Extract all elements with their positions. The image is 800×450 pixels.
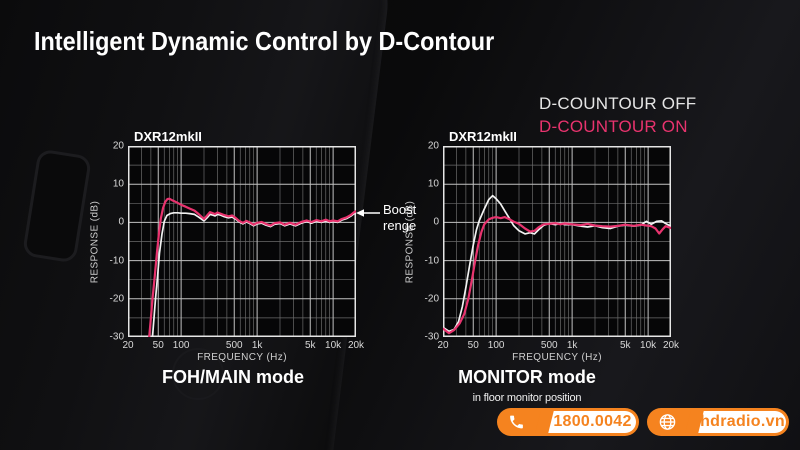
tick-y-label: 0 [433,216,439,228]
tick-x-label: 500 [540,340,558,351]
legend: D-COUNTOUR OFF D-COUNTOUR ON [539,92,696,138]
monitor-mode-subtitle: in floor monitor position [472,392,582,404]
tick-x-label: 50 [467,340,479,351]
tick-y-label: 20 [427,140,439,152]
tick-y-label: 10 [427,178,439,190]
boost-range-text: Boost renge [383,202,417,233]
chart-device-label: DXR12mkII [449,129,517,144]
tick-x-label: 10k [325,340,342,351]
chart-device-label: DXR12mkII [134,129,202,144]
page-title: Intelligent Dynamic Control by D-Contour [34,26,495,56]
tick-x-label: 1k [251,340,263,351]
tick-y-label: -10 [424,255,439,267]
tick-y-label: 10 [112,178,124,190]
axis-x-label: FREQUENCY (Hz) [512,352,602,363]
tick-y-label: -20 [424,293,439,305]
website-badge[interactable]: hdradio.vn [647,408,789,436]
hotline-badge[interactable]: 1800.0042 [497,408,639,436]
tick-x-label: 5k [619,340,631,351]
tick-x-label: 100 [172,340,190,351]
website-url[interactable]: hdradio.vn [693,411,786,433]
tick-x-label: 20 [122,340,134,351]
tick-y-label: -10 [109,255,124,267]
tick-x-label: 100 [487,340,505,351]
arrow-left-icon [356,209,380,217]
tick-y-label: 20 [112,140,124,152]
tick-x-label: 500 [225,340,243,351]
tick-y-label: -30 [424,331,439,343]
foh-main-chart: DXR12mkII 20 50 100 500 1k 5k 10k 20k 20 10 0 -10 -2… [90,129,365,363]
speaker-logo [172,348,224,400]
tick-x-label: 1k [566,340,578,351]
response-plot [128,146,356,337]
response-plot [443,146,671,337]
monitor-chart: DXR12mkII 20 50 100 500 1k 5k 10k 20k 20 10 0 -10 -2… [405,129,680,363]
tick-y-label: 0 [118,216,124,228]
tick-x-label: 20k [347,340,365,351]
boost-range-annotation: Boost renge [356,202,416,234]
tick-x-label: 20 [437,340,449,351]
tick-x-label: 20k [662,340,680,351]
axis-y-label: RESPONSE (dB) [89,200,101,283]
hotline-number[interactable]: 1800.0042 [543,411,636,433]
legend-item-off: D-COUNTOUR OFF [539,94,697,113]
globe-icon [659,414,676,430]
tick-x-label: 5k [304,340,316,351]
phone-icon [510,415,523,429]
monitor-mode-label: MONITOR mode in floor monitor position [411,367,643,408]
monitor-mode-title: MONITOR mode [458,367,596,387]
tick-x-label: 10k [640,340,657,351]
tick-y-label: -20 [109,293,124,305]
foh-main-mode-label: FOH/MAIN mode [162,367,304,387]
tick-x-label: 50 [152,340,164,351]
tick-y-label: -30 [109,331,124,343]
legend-item-on: D-COUNTOUR ON [539,117,688,136]
axis-x-label: FREQUENCY (Hz) [197,352,287,363]
